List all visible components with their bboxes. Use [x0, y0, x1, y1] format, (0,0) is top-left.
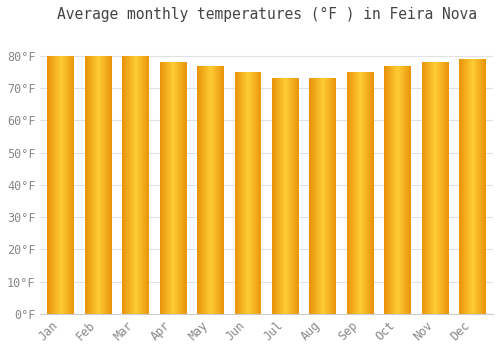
Title: Average monthly temperatures (°F ) in Feira Nova: Average monthly temperatures (°F ) in Fe… [56, 7, 476, 22]
